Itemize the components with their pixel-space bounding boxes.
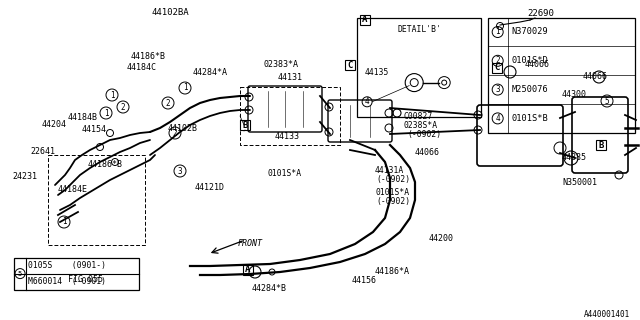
- Bar: [596, 140, 606, 150]
- Text: 44186*B: 44186*B: [131, 52, 166, 61]
- Text: 44066: 44066: [583, 72, 608, 81]
- Text: 5: 5: [605, 97, 609, 106]
- Text: M660014  (-0901): M660014 (-0901): [28, 277, 106, 286]
- Text: C00827: C00827: [403, 112, 432, 121]
- Text: A: A: [245, 266, 251, 275]
- Text: 44156: 44156: [352, 276, 377, 285]
- Text: 0238S*A: 0238S*A: [403, 121, 437, 130]
- Text: C: C: [348, 60, 353, 69]
- Text: 0101S*B: 0101S*B: [512, 114, 548, 123]
- Text: FIG.055: FIG.055: [68, 275, 103, 284]
- Text: 44066: 44066: [415, 148, 440, 157]
- Bar: [492, 63, 502, 73]
- Text: 44121D: 44121D: [195, 183, 225, 192]
- Text: 44186*B: 44186*B: [88, 160, 123, 169]
- Text: 44133: 44133: [275, 132, 300, 141]
- Text: 0101S*A: 0101S*A: [268, 169, 302, 178]
- Text: B: B: [598, 140, 604, 149]
- Text: 44102BA: 44102BA: [151, 8, 189, 17]
- Text: 44184C: 44184C: [127, 63, 157, 72]
- Text: 4: 4: [365, 97, 369, 106]
- Text: 4: 4: [495, 114, 500, 123]
- Text: 1: 1: [61, 218, 67, 227]
- Text: 0101S*A: 0101S*A: [375, 188, 409, 197]
- Text: 44284*B: 44284*B: [252, 284, 287, 293]
- Text: M250076: M250076: [512, 85, 548, 94]
- Text: A440001401: A440001401: [584, 310, 630, 319]
- Bar: [488, 18, 635, 133]
- Bar: [240, 120, 250, 130]
- Bar: [357, 18, 481, 117]
- Bar: [243, 265, 253, 275]
- Text: 5: 5: [18, 271, 22, 276]
- Text: 44131A: 44131A: [375, 166, 404, 175]
- Text: (-0902): (-0902): [376, 175, 410, 184]
- Text: 22690: 22690: [527, 9, 554, 18]
- Text: 2: 2: [166, 99, 170, 108]
- Text: 44135: 44135: [365, 68, 390, 77]
- Text: 2: 2: [495, 56, 500, 65]
- Text: 02383*A: 02383*A: [264, 60, 299, 69]
- Text: (-0902): (-0902): [407, 130, 441, 139]
- Text: 44385: 44385: [562, 153, 587, 162]
- Text: (-0902): (-0902): [376, 197, 410, 206]
- Text: C: C: [494, 63, 500, 73]
- Bar: [14, 258, 139, 290]
- Text: 44184E: 44184E: [58, 185, 88, 194]
- Text: 44184B: 44184B: [68, 113, 98, 122]
- Text: 44284*A: 44284*A: [193, 68, 228, 77]
- Text: 24231: 24231: [12, 172, 37, 181]
- Text: A: A: [362, 15, 368, 25]
- Text: 1: 1: [182, 84, 188, 92]
- Bar: [360, 15, 370, 25]
- Text: 44204: 44204: [42, 120, 67, 129]
- Text: 44131: 44131: [278, 73, 303, 82]
- Text: B: B: [243, 121, 248, 130]
- Text: DETAIL'B': DETAIL'B': [397, 25, 441, 34]
- Text: 1: 1: [109, 91, 115, 100]
- Text: 44186*A: 44186*A: [375, 267, 410, 276]
- Text: 44154: 44154: [82, 125, 107, 134]
- Text: 3: 3: [178, 166, 182, 175]
- Text: 44066: 44066: [525, 60, 550, 69]
- Text: 0101S*D: 0101S*D: [512, 56, 548, 65]
- Text: 2: 2: [173, 129, 177, 138]
- Text: 44300: 44300: [562, 90, 587, 99]
- Text: 1: 1: [104, 108, 108, 117]
- Text: 1: 1: [495, 28, 500, 36]
- Text: N370029: N370029: [512, 28, 548, 36]
- Text: 0105S    (0901-): 0105S (0901-): [28, 261, 106, 270]
- Text: 22641: 22641: [30, 147, 55, 156]
- Text: 2: 2: [121, 102, 125, 111]
- Text: 44102B: 44102B: [168, 124, 198, 133]
- Bar: [345, 60, 355, 70]
- Text: N350001: N350001: [562, 178, 597, 187]
- Text: 44200: 44200: [429, 234, 454, 243]
- Text: FRONT: FRONT: [237, 239, 262, 248]
- Text: 3: 3: [495, 85, 500, 94]
